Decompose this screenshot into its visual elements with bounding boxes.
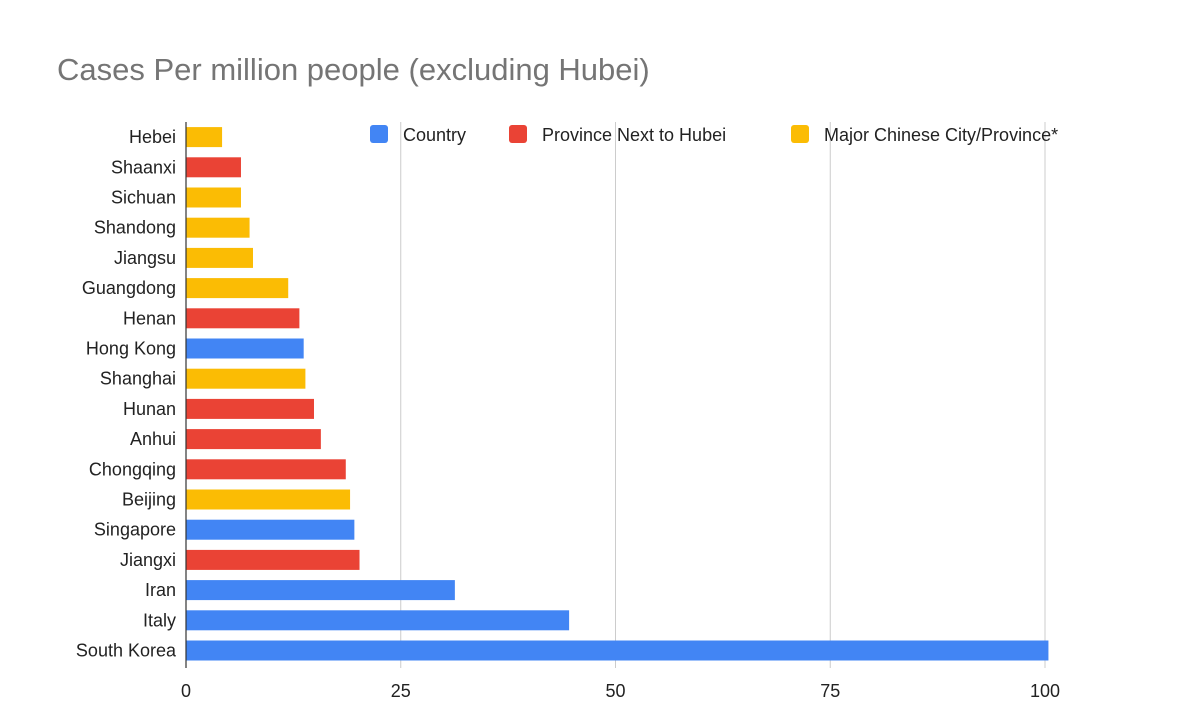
legend-swatch (370, 125, 388, 143)
bar-italy (186, 610, 570, 631)
bar-hong-kong (186, 338, 304, 359)
bar-guangdong (186, 278, 289, 299)
category-label: Shanghai (100, 369, 176, 389)
category-label: Hebei (129, 127, 176, 147)
legend-label: Major Chinese City/Province* (824, 125, 1058, 145)
legend: Country Province Next to Hubei Major Chine… (370, 125, 1058, 145)
category-labels: Hebei Shaanxi Sichuan Shandong Jiangsu Guangd… (76, 127, 177, 660)
legend-item-province-next-to-hubei: Province Next to Hubei (509, 125, 726, 145)
category-label: Chongqing (89, 459, 176, 479)
bar-henan (186, 308, 300, 329)
legend-swatch (791, 125, 809, 143)
bar-hunan (186, 398, 314, 419)
legend-label: Country (403, 125, 466, 145)
bar-south-korea (186, 640, 1049, 661)
bar-sichuan (186, 187, 241, 208)
category-label: Shaanxi (111, 157, 176, 177)
bar-iran (186, 580, 455, 601)
bar-layer (186, 127, 1049, 661)
category-label: Jiangsu (114, 248, 176, 268)
category-label: Shandong (94, 218, 176, 238)
category-label: Jiangxi (120, 550, 176, 570)
legend-item-major-chinese-city-province: Major Chinese City/Province* (791, 125, 1058, 145)
category-label: Anhui (130, 429, 176, 449)
legend-item-country: Country (370, 125, 466, 145)
bar-jiangxi (186, 549, 360, 570)
category-label: South Korea (76, 641, 177, 661)
bar-chongqing (186, 459, 346, 480)
bar-jiangsu (186, 247, 254, 268)
grid-layer (400, 122, 1046, 668)
bar-hebei (186, 127, 223, 148)
category-label: Guangdong (82, 278, 176, 298)
x-tick-label: 100 (1030, 681, 1060, 701)
bar-shandong (186, 217, 250, 238)
x-tick-labels: 0 25 50 75 100 (181, 681, 1060, 701)
category-label: Hunan (123, 399, 176, 419)
bar-shaanxi (186, 157, 241, 178)
legend-swatch (509, 125, 527, 143)
bar-shanghai (186, 368, 306, 389)
bar-singapore (186, 519, 355, 540)
legend-label: Province Next to Hubei (542, 125, 726, 145)
bar-anhui (186, 429, 321, 450)
category-label: Hong Kong (86, 339, 176, 359)
chart-title: Cases Per million people (excluding Hube… (57, 52, 650, 87)
x-tick-label: 75 (820, 681, 840, 701)
x-tick-label: 0 (181, 681, 191, 701)
category-label: Henan (123, 308, 176, 328)
category-label: Beijing (122, 490, 176, 510)
category-label: Italy (143, 610, 176, 630)
category-label: Singapore (94, 520, 176, 540)
category-label: Sichuan (111, 188, 176, 208)
bar-beijing (186, 489, 351, 510)
x-tick-label: 50 (605, 681, 625, 701)
category-label: Iran (145, 580, 176, 600)
x-tick-label: 25 (391, 681, 411, 701)
